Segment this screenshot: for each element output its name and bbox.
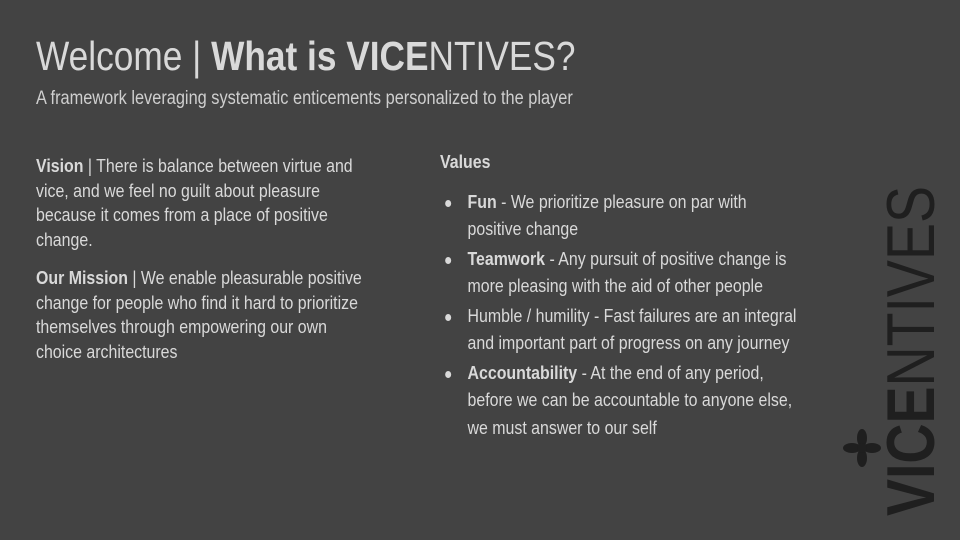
value-text: - We prioritize pleasure on par with pos… xyxy=(467,190,747,240)
mission-paragraph: Our Mission | We enable pleasurable posi… xyxy=(36,266,367,364)
mission-text: We enable pleasurable positive change fo… xyxy=(36,267,362,362)
bullet-icon xyxy=(445,256,452,264)
mission-separator: | xyxy=(127,267,141,288)
slide-subtitle: A framework leveraging systematic entice… xyxy=(36,88,573,109)
value-item-teamwork: Teamwork - Any pursuit of positive chang… xyxy=(440,245,801,300)
title-bold: What is VICE xyxy=(211,33,429,79)
value-text: - At the end of any period, before we ca… xyxy=(467,361,793,438)
vicentives-logo: VICENTIVES xyxy=(843,186,938,516)
vision-paragraph: Vision | There is balance between virtue… xyxy=(36,154,367,252)
value-text: Humble / humility - Fast failures are an… xyxy=(467,304,797,354)
value-name: Accountability xyxy=(467,361,578,383)
value-name: Fun xyxy=(467,190,497,212)
value-name: Teamwork xyxy=(467,247,546,269)
title-rest: NTIVES? xyxy=(428,33,576,79)
value-item-humility: Humble / humility - Fast failures are an… xyxy=(440,302,801,357)
leaf-icon xyxy=(843,429,881,467)
logo-light: NTIVES xyxy=(873,186,938,386)
slide-title: Welcome | What is VICENTIVES? xyxy=(36,30,576,82)
logo-text: VICENTIVES xyxy=(873,186,938,516)
values-list: Fun - We prioritize pleasure on par with… xyxy=(440,188,801,442)
logo-bold: VICE xyxy=(873,386,938,516)
value-text: - Any pursuit of positive change is more… xyxy=(467,247,787,297)
bullet-icon xyxy=(445,370,452,378)
vision-mission-column: Vision | There is balance between virtue… xyxy=(36,154,367,378)
values-heading: Values xyxy=(440,151,491,172)
bullet-icon xyxy=(445,313,452,321)
bullet-icon xyxy=(445,199,452,207)
value-item-fun: Fun - We prioritize pleasure on par with… xyxy=(440,188,801,243)
title-prefix: Welcome | xyxy=(36,33,212,79)
vision-separator: | xyxy=(83,155,97,176)
mission-label: Our Mission xyxy=(36,267,128,288)
value-item-accountability: Accountability - At the end of any perio… xyxy=(440,359,801,442)
values-column: Values Fun - We prioritize pleasure on p… xyxy=(440,148,801,443)
vision-label: Vision xyxy=(36,155,84,176)
vision-text: There is balance between virtue and vice… xyxy=(36,155,353,250)
